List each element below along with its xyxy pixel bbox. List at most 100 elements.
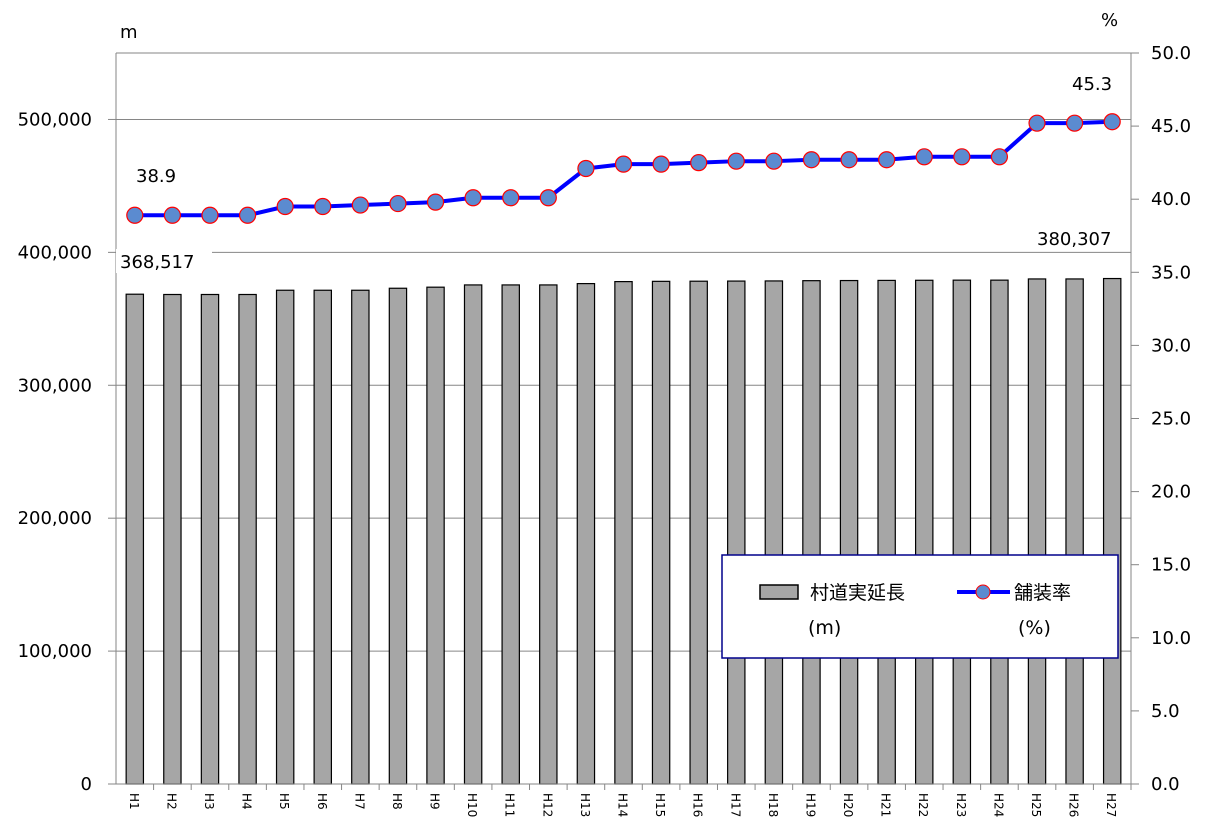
x-tick-label: H7 (352, 793, 366, 810)
left-axis-unit: m (120, 22, 138, 43)
x-tick-label: H18 (766, 793, 780, 817)
right-tick-label: 15.0 (1151, 555, 1191, 576)
x-tick-label: H22 (916, 793, 930, 817)
x-tick-label: H8 (390, 793, 404, 810)
last-bar-label-bg (1035, 226, 1127, 250)
bar (200, 293, 220, 785)
x-tick-label: H13 (578, 793, 592, 817)
bar (576, 282, 596, 785)
line-point (953, 148, 971, 166)
bar (1027, 278, 1047, 785)
first-line-label: 38.9 (136, 166, 176, 187)
line-point (276, 197, 294, 216)
bar (952, 279, 972, 785)
right-tick-label: 5.0 (1151, 701, 1180, 722)
line-point (351, 196, 369, 214)
bar (651, 280, 671, 785)
line-point (502, 189, 520, 207)
x-tick-label: H23 (954, 793, 968, 817)
line-point (915, 148, 933, 166)
x-tick-label: H24 (991, 793, 1005, 817)
first-bar-label: 368,517 (120, 252, 194, 273)
bar (313, 289, 333, 785)
bar (914, 279, 934, 785)
x-tick-label: H17 (728, 793, 742, 817)
x-tick-label: H26 (1067, 793, 1081, 817)
x-tick-label: H14 (616, 793, 630, 817)
bar (990, 279, 1009, 785)
left-tick-label: 100,000 (18, 641, 92, 662)
legend-bar-label: 村道実延長 (810, 582, 905, 604)
x-tick-label: H11 (503, 793, 517, 817)
legend-line-marker (975, 584, 991, 600)
last-bar-label: 380,307 (1037, 229, 1111, 250)
line-point (314, 197, 332, 216)
x-tick-label: H6 (315, 793, 329, 810)
bar (1102, 277, 1122, 785)
x-tick-label: H12 (540, 793, 554, 817)
x-tick-label: H10 (465, 793, 479, 817)
line-point (727, 152, 745, 170)
data-labels: 368,517 380,307 38.9 45.3 (116, 74, 1127, 273)
bar (238, 293, 257, 785)
x-tick-label: H25 (1029, 793, 1043, 817)
bar (727, 280, 746, 785)
right-tick-label: 20.0 (1151, 482, 1191, 503)
right-tick-label: 25.0 (1151, 409, 1191, 430)
line-point (652, 155, 670, 173)
x-tick-label: H3 (202, 793, 216, 810)
legend-bar-swatch (759, 584, 799, 600)
line-point (126, 206, 144, 224)
line-point (1066, 114, 1084, 132)
left-tick-label: 300,000 (18, 375, 92, 396)
bar (275, 289, 295, 785)
line-point (878, 151, 896, 169)
x-tick-label: H20 (841, 793, 855, 817)
x-tick-label: H27 (1104, 793, 1118, 817)
right-tick-label: 10.0 (1151, 628, 1191, 649)
bar (539, 284, 558, 785)
line-point (1103, 113, 1121, 131)
x-tick-label: H21 (879, 793, 893, 817)
left-tick-label: 0 (81, 774, 92, 795)
bar (388, 287, 408, 785)
line-point (765, 152, 783, 170)
left-tick-label: 200,000 (18, 508, 92, 529)
bar (163, 293, 182, 785)
bar (1065, 278, 1084, 785)
bar-series (125, 277, 1122, 785)
x-tick-label: H2 (164, 793, 178, 810)
right-axis-unit: % (1101, 10, 1118, 31)
line-point (201, 206, 219, 224)
legend-line-label: 舗装率 (1014, 582, 1071, 604)
line-point (163, 206, 181, 224)
left-tick-label: 500,000 (18, 109, 92, 130)
axes: 0 100,000 200,000 300,000 400,000 500,000 0.0 5… (18, 43, 1192, 817)
bar (463, 284, 483, 785)
line-point (238, 206, 257, 224)
bar (839, 279, 859, 785)
legend-box (721, 554, 1119, 659)
x-tick-label: H5 (277, 793, 291, 810)
left-tick-label: 400,000 (18, 242, 92, 263)
x-tick-label: H15 (653, 793, 667, 817)
line-series (126, 113, 1121, 224)
line-point (614, 155, 633, 173)
bar (125, 293, 145, 785)
right-tick-label: 0.0 (1151, 774, 1180, 795)
x-tick-label: H16 (691, 793, 705, 817)
bar (689, 280, 708, 785)
bar (351, 289, 370, 785)
bar (802, 280, 821, 785)
bar (764, 280, 784, 785)
x-tick-label: H19 (803, 793, 817, 817)
bar (614, 281, 633, 785)
line-point (464, 189, 482, 207)
x-tick-label: H4 (240, 793, 254, 810)
right-tick-label: 40.0 (1151, 189, 1191, 210)
last-line-label: 45.3 (1072, 74, 1112, 95)
x-tick-label: H9 (428, 793, 442, 810)
bar (501, 284, 520, 785)
legend-bar-unit: (m) (808, 617, 841, 639)
